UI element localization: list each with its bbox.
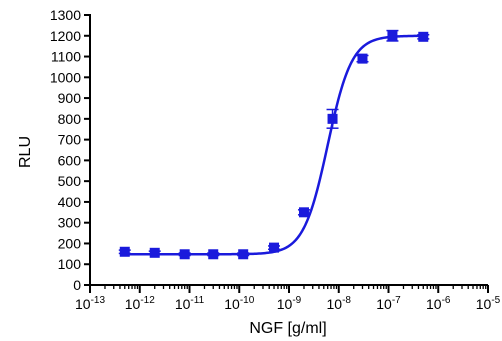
y-tick-label: 900 — [58, 90, 82, 106]
x-tick-label: 10-9 — [277, 295, 302, 312]
x-tick-label: 10-12 — [125, 295, 155, 312]
x-tick-label: 10-11 — [175, 295, 205, 312]
y-tick-label: 0 — [73, 277, 81, 293]
data-point — [208, 249, 219, 260]
y-tick-label: 500 — [58, 173, 82, 189]
data-point — [179, 249, 190, 260]
x-axis-title: NGF [g/ml] — [249, 320, 326, 337]
fit-curve-group — [124, 34, 424, 256]
y-axis: 0 100 200 300 400 500 600 700 800 900 1000 1100 1200… — [50, 7, 91, 293]
data-point — [269, 242, 280, 253]
y-tick-label: 1000 — [50, 69, 81, 85]
x-tick-label: 10-10 — [224, 295, 254, 312]
y-tick-label: 200 — [58, 235, 82, 251]
y-axis-title: RLU — [17, 136, 34, 168]
y-tick-label: 400 — [58, 194, 82, 210]
x-tick-label: 10-7 — [376, 295, 401, 312]
data-point — [238, 249, 249, 260]
x-axis: 10-13 10-12 10-11 10-10 10-9 10-8 10-7 10-6 10-5 — [75, 284, 501, 312]
x-tick-label: 10-6 — [426, 295, 451, 312]
data-point — [327, 113, 338, 124]
x-tick-label: 10-13 — [75, 295, 105, 312]
data-point — [357, 53, 368, 64]
data-points-group — [118, 29, 430, 260]
y-tick-label: 800 — [58, 111, 82, 127]
x-tick-label: 10-5 — [476, 295, 501, 312]
data-point — [149, 247, 160, 258]
y-tick-label: 700 — [58, 132, 82, 148]
data-point — [418, 31, 429, 42]
x-tick-label: 10-8 — [327, 295, 352, 312]
y-tick-label: 600 — [58, 152, 82, 168]
y-tick-label: 1300 — [50, 7, 81, 23]
fit-curve — [124, 34, 424, 256]
y-tick-label: 1200 — [50, 28, 81, 44]
data-point — [119, 246, 130, 257]
data-point — [387, 30, 398, 41]
y-tick-label: 300 — [58, 215, 82, 231]
data-point — [298, 207, 309, 218]
y-tick-label: 1100 — [51, 49, 81, 65]
y-tick-label: 100 — [58, 256, 82, 272]
